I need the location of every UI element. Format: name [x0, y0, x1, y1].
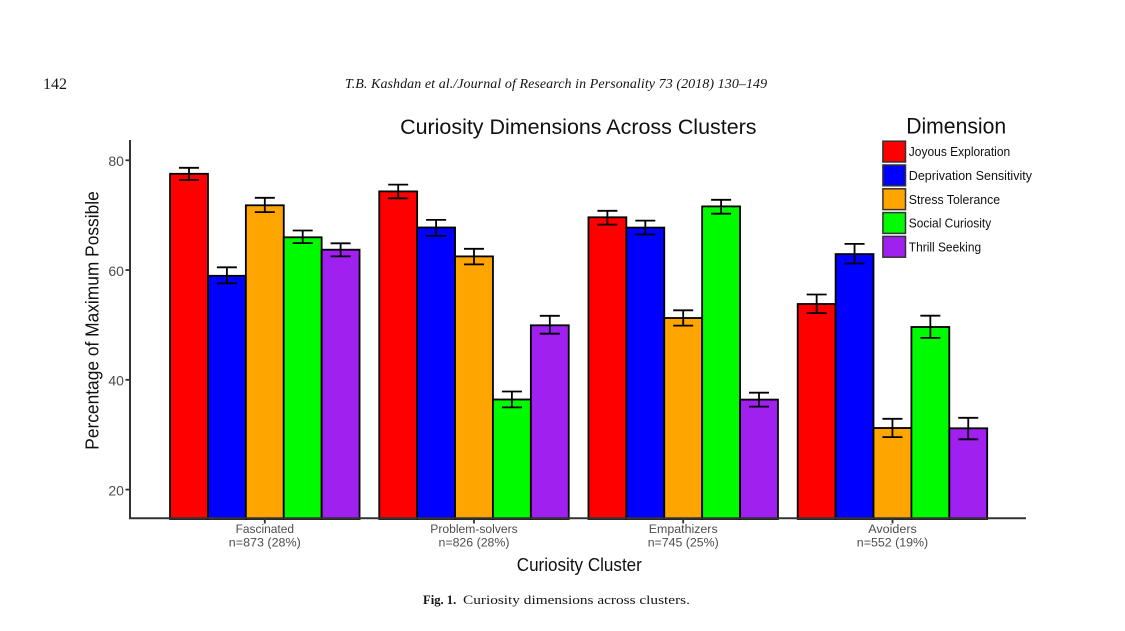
svg-text:Joyous Exploration: Joyous Exploration [909, 145, 1010, 159]
svg-text:20: 20 [108, 483, 124, 499]
svg-text:n=552 (19%): n=552 (19%) [857, 535, 928, 549]
svg-text:Problem-solvers: Problem-solvers [430, 522, 517, 536]
svg-text:Stress Tolerance: Stress Tolerance [909, 193, 1000, 207]
svg-text:Deprivation Sensitivity: Deprivation Sensitivity [909, 169, 1033, 183]
svg-text:Fascinated: Fascinated [236, 522, 294, 536]
svg-text:Curiosity Cluster: Curiosity Cluster [517, 555, 642, 575]
svg-text:Avoiders: Avoiders [868, 522, 917, 536]
svg-text:Percentage of Maximum Possible: Percentage of Maximum Possible [83, 191, 103, 450]
svg-text:Dimension: Dimension [906, 114, 1006, 139]
svg-text:40: 40 [108, 373, 124, 389]
svg-text:Empathizers: Empathizers [649, 522, 718, 536]
svg-text:n=873 (28%): n=873 (28%) [229, 535, 301, 549]
svg-text:n=745 (25%): n=745 (25%) [648, 535, 719, 549]
svg-text:60: 60 [108, 263, 124, 279]
svg-text:Curiosity Dimensions Across Cl: Curiosity Dimensions Across Clusters [400, 116, 756, 139]
svg-text:n=826 (28%): n=826 (28%) [439, 535, 510, 549]
svg-text:80: 80 [108, 153, 124, 169]
svg-text:Social Curiosity: Social Curiosity [909, 217, 992, 231]
svg-text:Thrill Seeking: Thrill Seeking [909, 240, 981, 254]
